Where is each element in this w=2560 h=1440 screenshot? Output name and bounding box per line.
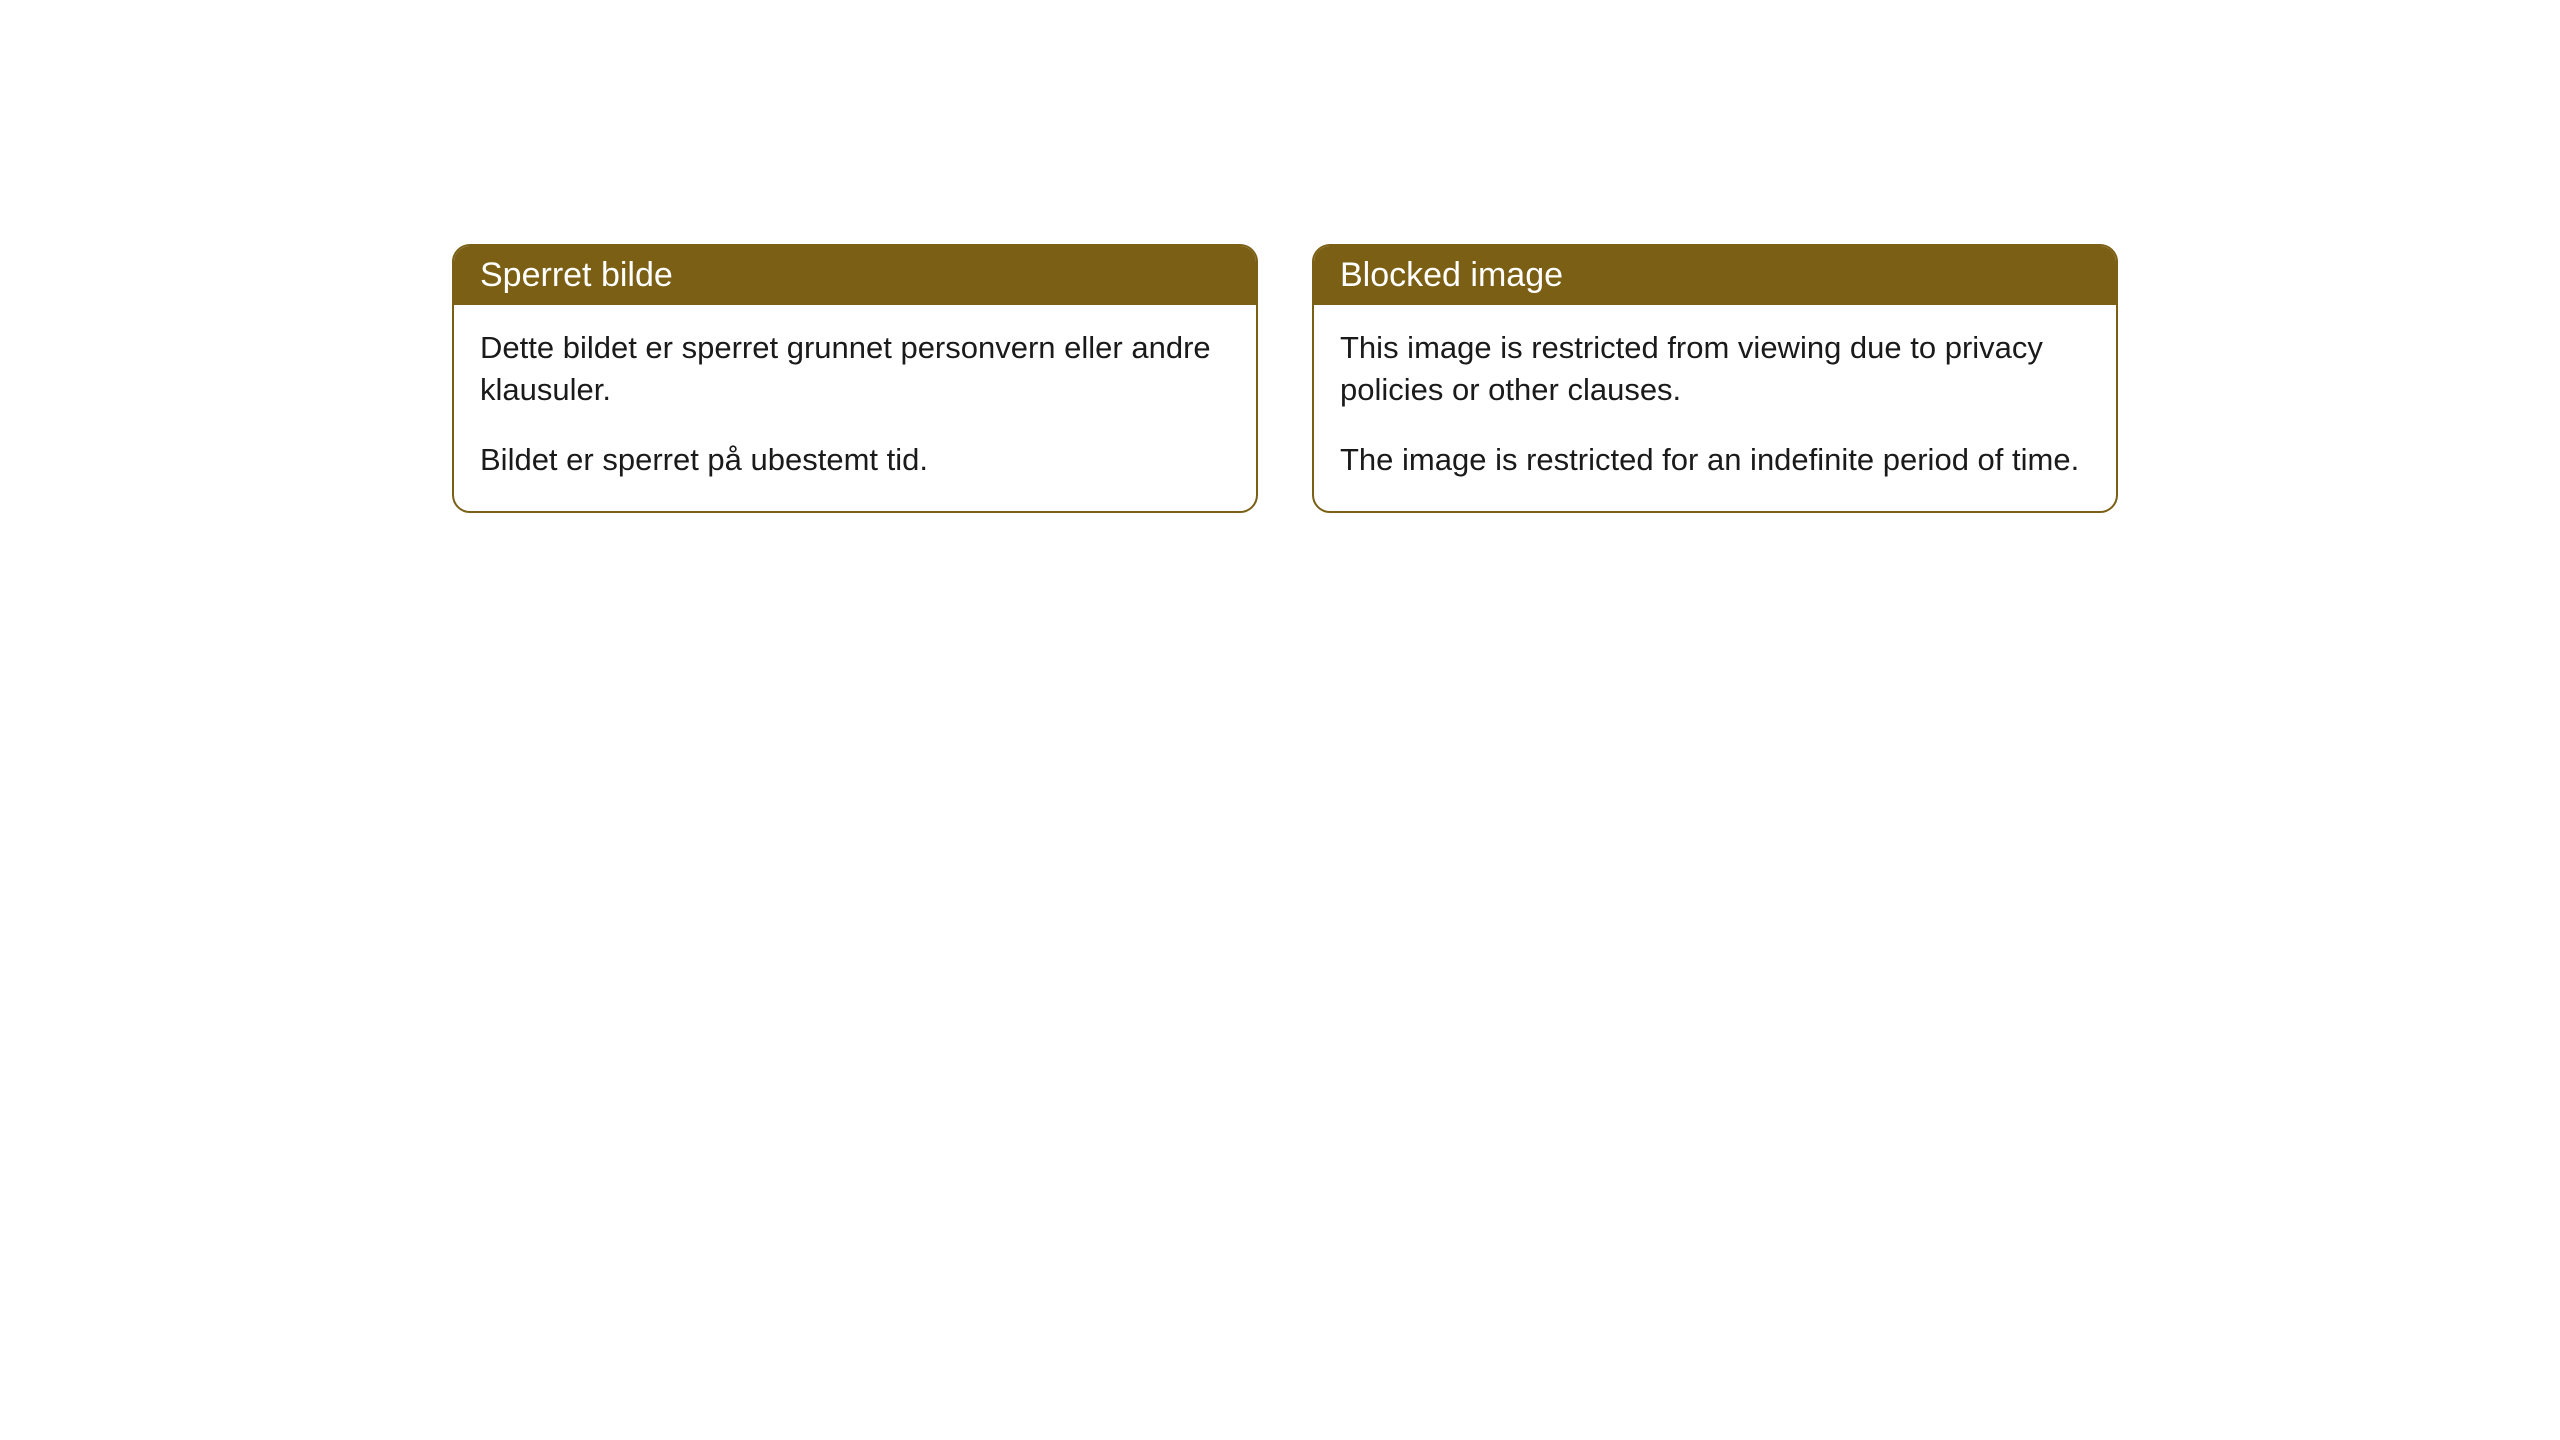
notice-card-english: Blocked image This image is restricted f… bbox=[1312, 244, 2118, 513]
card-body: Dette bildet er sperret grunnet personve… bbox=[454, 305, 1256, 511]
notice-card-container: Sperret bilde Dette bildet er sperret gr… bbox=[452, 244, 2118, 513]
card-paragraph: Bildet er sperret på ubestemt tid. bbox=[480, 439, 1230, 481]
card-header: Blocked image bbox=[1314, 246, 2116, 305]
card-title: Blocked image bbox=[1340, 256, 1563, 294]
card-body: This image is restricted from viewing du… bbox=[1314, 305, 2116, 511]
card-title: Sperret bilde bbox=[480, 256, 673, 294]
notice-card-norwegian: Sperret bilde Dette bildet er sperret gr… bbox=[452, 244, 1258, 513]
card-paragraph: Dette bildet er sperret grunnet personve… bbox=[480, 327, 1230, 411]
card-paragraph: The image is restricted for an indefinit… bbox=[1340, 439, 2090, 481]
card-paragraph: This image is restricted from viewing du… bbox=[1340, 327, 2090, 411]
card-header: Sperret bilde bbox=[454, 246, 1256, 305]
